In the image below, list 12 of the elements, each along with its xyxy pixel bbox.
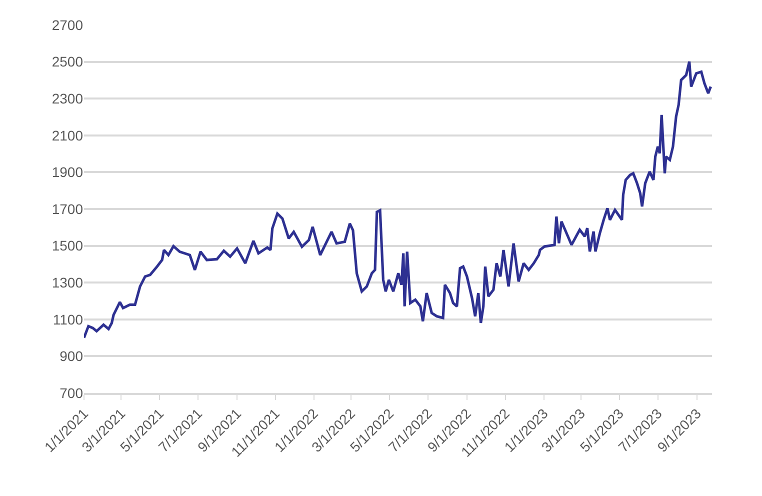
y-tick-label: 1700 <box>52 200 84 217</box>
line-series <box>84 60 712 340</box>
y-tick-label: 2700 <box>52 16 84 33</box>
y-tick-label: 2300 <box>52 90 84 106</box>
y-tick-label: 2500 <box>52 54 84 70</box>
y-tick-label: 2100 <box>52 127 84 144</box>
y-tick-label: 700 <box>60 384 84 401</box>
y-tick-label: 900 <box>60 348 84 364</box>
y-tick-label: 1900 <box>52 164 84 180</box>
y-tick-label: 1500 <box>52 238 84 254</box>
y-tick-label: 1300 <box>52 274 84 290</box>
y-tick-label: 1100 <box>52 311 84 328</box>
